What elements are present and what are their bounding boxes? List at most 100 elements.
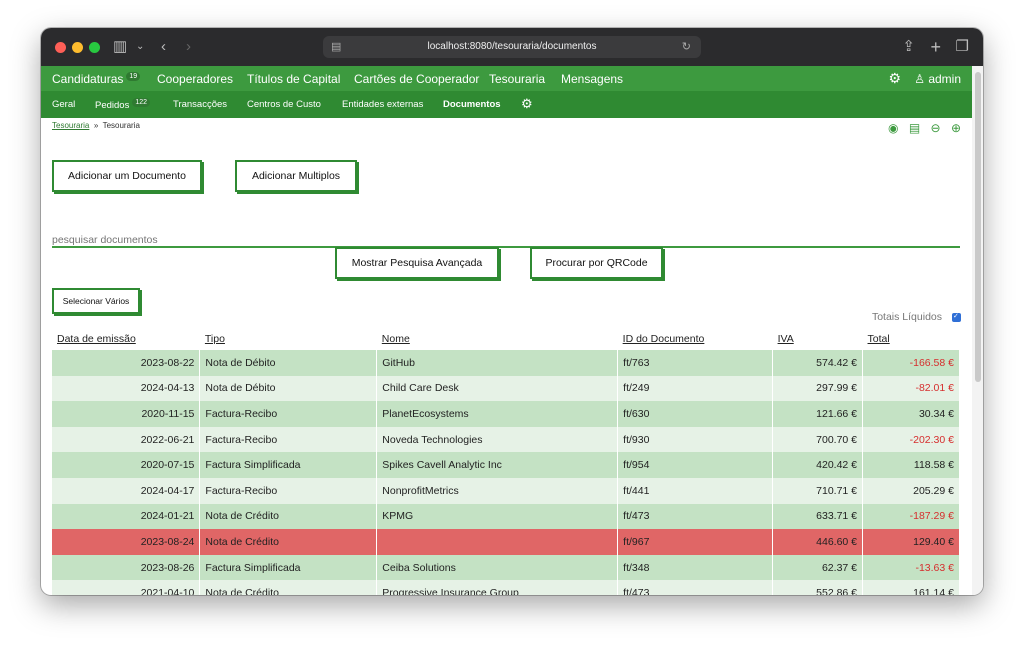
search-input[interactable] <box>52 234 960 246</box>
select-multiple-button[interactable]: Selecionar Vários <box>52 288 140 314</box>
table-cell: 297.99 € <box>772 375 864 402</box>
view-tools: ◉ ▤ ⊖ ⊕ <box>881 121 961 135</box>
breadcrumb-link[interactable]: Tesouraria <box>52 121 90 130</box>
table-cell: 2022-06-21 <box>52 426 201 453</box>
table-row[interactable]: 2024-04-17 Factura-Recibo NonprofitMetrics… <box>52 477 960 504</box>
address-bar[interactable]: ▤ localhost:8080/tesouraria/documentos ↻ <box>323 36 701 58</box>
table-cell: 420.42 € <box>772 452 864 478</box>
main-content: Tesouraria » Tesouraria ◉ ▤ ⊖ ⊕ Adiciona… <box>41 118 983 595</box>
browser-window: ▥ ⌄ ‹ › ▤ localhost:8080/tesouraria/docu… <box>41 28 983 595</box>
table-row[interactable]: 2021-04-10 Nota de Crédito Progressive Ins… <box>52 580 960 595</box>
table-cell: Nota de Crédito <box>199 529 378 555</box>
net-totals-toggle[interactable]: Totais Líquidos <box>872 311 961 323</box>
column-header[interactable]: Data de emissão <box>57 333 136 345</box>
chevron-down-icon[interactable]: ⌄ <box>136 41 145 52</box>
table-row[interactable]: 2023-08-24 Nota de Crédito ft/967 446.60 €1… <box>52 529 960 555</box>
table-row[interactable]: 2020-11-15 Factura-Recibo PlanetEcosystems… <box>52 401 960 427</box>
nav-item-cartoes[interactable]: Cartões de Cooperador <box>354 72 480 86</box>
table-row[interactable]: 2023-08-26 Factura Simplificada Ceiba Solu… <box>52 554 960 581</box>
tabs-overview-icon[interactable]: ❐ <box>955 38 969 55</box>
table-cell: 118.58 € <box>862 452 960 478</box>
forward-icon[interactable]: › <box>186 38 191 55</box>
settings-gear-icon[interactable]: ⚙ <box>521 96 533 111</box>
user-menu[interactable]: ♙ admin <box>914 72 961 86</box>
table-cell: Factura-Recibo <box>199 477 378 504</box>
table-cell: 446.60 € <box>772 529 864 555</box>
table-cell: ft/249 <box>617 375 774 402</box>
table-cell: 633.71 € <box>772 503 864 530</box>
table-body: 2023-08-22 Nota de Débito GitHub ft/763 574.… <box>52 350 960 595</box>
table-cell: Nota de Crédito <box>199 503 378 530</box>
url-text: localhost:8080/tesouraria/documentos <box>427 41 597 52</box>
document-icon[interactable]: ▤ <box>908 121 921 135</box>
net-totals-checkbox[interactable] <box>952 312 961 322</box>
zoom-out-icon[interactable]: ⊖ <box>930 121 941 135</box>
nav-item-cooperadores[interactable]: Cooperadores <box>157 72 234 86</box>
table-cell: 2020-07-15 <box>52 452 201 478</box>
column-header[interactable]: IVA <box>777 333 794 345</box>
nav-item-mensagens[interactable]: Mensagens <box>561 72 624 86</box>
tab-entidades-externas[interactable]: Entidades externas <box>342 99 424 110</box>
table-cell: -187.29 € <box>862 503 960 530</box>
column-header[interactable]: Tipo <box>204 333 225 345</box>
table-cell: 2023-08-24 <box>52 529 201 555</box>
sidebar-icon[interactable]: ▥ <box>113 38 128 55</box>
reload-icon[interactable]: ↻ <box>681 41 691 53</box>
search-field <box>52 230 960 248</box>
scrollbar-thumb[interactable] <box>975 72 981 382</box>
table-cell: Factura Simplificada <box>199 554 378 581</box>
table-cell: Ceiba Solutions <box>376 554 619 581</box>
minimize-window-button[interactable] <box>72 42 83 53</box>
add-document-button[interactable]: Adicionar um Documento <box>52 160 202 192</box>
table-row[interactable]: 2024-04-13 Nota de Débito Child Care Desk f… <box>52 375 960 402</box>
close-window-button[interactable] <box>55 42 66 53</box>
table-cell: 121.66 € <box>772 401 864 427</box>
column-header[interactable]: Total <box>867 333 890 345</box>
qrcode-search-button[interactable]: Procurar por QRCode <box>530 247 663 279</box>
settings-gear-icon[interactable]: ⚙ <box>888 70 901 86</box>
eye-settings-icon[interactable]: ◉ <box>888 121 899 135</box>
zoom-in-icon[interactable]: ⊕ <box>950 121 961 135</box>
table-row[interactable]: 2020-07-15 Factura Simplificada Spikes Cav… <box>52 452 960 478</box>
nav-item-candidaturas[interactable]: Candidaturas 19 <box>52 72 141 86</box>
sub-nav: Geral Pedidos 122 Transacções Centros de … <box>41 91 983 118</box>
zoom-window-button[interactable] <box>89 42 100 53</box>
table-cell: Factura-Recibo <box>199 426 378 453</box>
column-header[interactable]: Nome <box>381 333 410 345</box>
table-cell: 700.70 € <box>772 426 864 453</box>
table-cell: GitHub <box>376 350 619 376</box>
breadcrumb-current: Tesouraria <box>102 121 140 130</box>
table-cell: Noveda Technologies <box>376 426 619 453</box>
table-cell: 710.71 € <box>772 477 864 504</box>
add-multiple-button[interactable]: Adicionar Multiplos <box>235 160 357 192</box>
table-row[interactable]: 2024-01-21 Nota de Crédito KPMG ft/473 633.7… <box>52 503 960 530</box>
table-cell: 2021-04-10 <box>52 580 201 595</box>
table-cell: 161.14 € <box>862 580 960 595</box>
table-cell <box>376 529 619 555</box>
share-icon[interactable]: ⇪ <box>902 38 915 55</box>
table-cell: Child Care Desk <box>376 375 619 402</box>
page-icon: ▤ <box>331 41 342 53</box>
table-cell: 2024-04-13 <box>52 375 201 402</box>
tab-transaccoes[interactable]: Transacções <box>173 99 228 110</box>
nav-item-tesouraria[interactable]: Tesouraria <box>489 72 546 86</box>
advanced-search-button[interactable]: Mostrar Pesquisa Avançada <box>335 247 499 279</box>
column-header[interactable]: ID do Documento <box>622 333 705 345</box>
table-cell: NonprofitMetrics <box>376 477 619 504</box>
table-cell: Factura-Recibo <box>199 401 378 427</box>
tab-centros-de-custo[interactable]: Centros de Custo <box>247 99 321 110</box>
table-row[interactable]: 2022-06-21 Factura-Recibo Noveda Technolog… <box>52 426 960 453</box>
table-cell: Nota de Débito <box>199 350 378 376</box>
tab-pedidos[interactable]: Pedidos 122 <box>95 98 151 111</box>
table-cell: Spikes Cavell Analytic Inc <box>376 452 619 478</box>
tab-documentos[interactable]: Documentos <box>443 99 501 110</box>
new-tab-icon[interactable]: + <box>930 37 941 57</box>
back-icon[interactable]: ‹ <box>161 38 166 55</box>
tab-geral[interactable]: Geral <box>52 99 76 110</box>
nav-item-titulos[interactable]: Títulos de Capital <box>247 72 341 86</box>
documents-table: Data de emissão Tipo Nome ID do Document… <box>52 328 960 595</box>
table-cell: ft/473 <box>617 580 774 595</box>
count-badge: 122 <box>132 98 151 107</box>
table-cell: ft/967 <box>617 529 774 555</box>
table-row[interactable]: 2023-08-22 Nota de Débito GitHub ft/763 574.… <box>52 350 960 376</box>
